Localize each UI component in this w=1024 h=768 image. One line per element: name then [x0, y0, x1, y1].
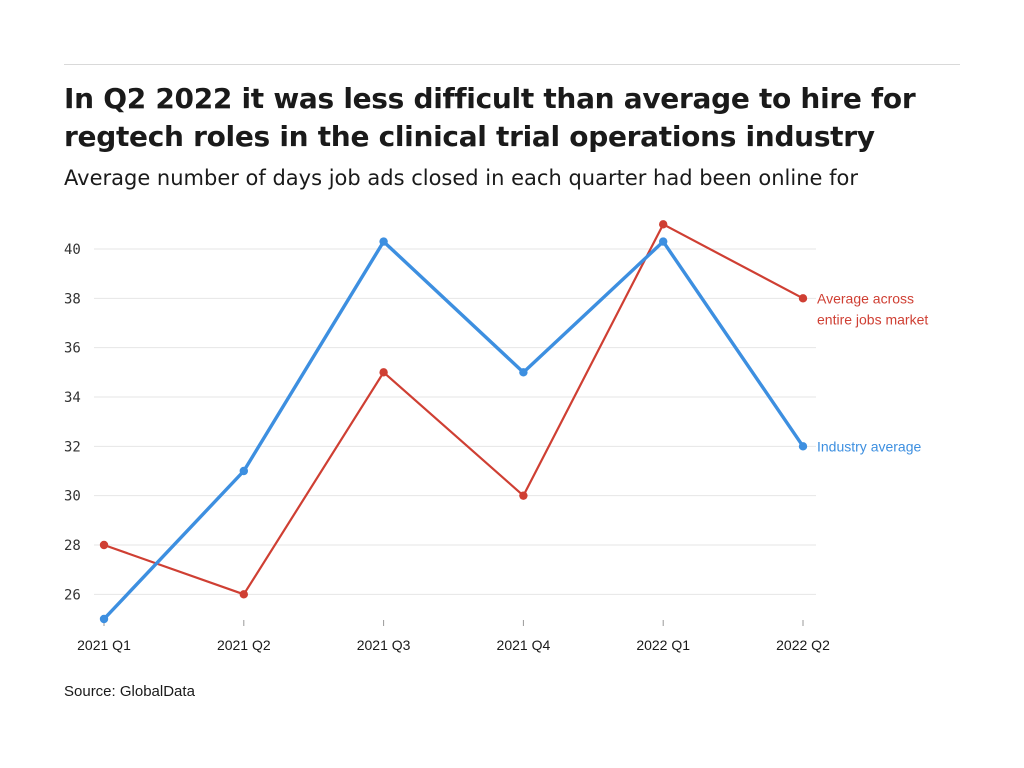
x-tick-label: 2021 Q1	[77, 637, 131, 653]
x-tick-label: 2021 Q2	[217, 637, 271, 653]
grid-layer	[94, 248, 816, 595]
label-layer: Average across entire jobs market Industry…	[817, 290, 928, 454]
data-point	[239, 590, 248, 599]
series-label: entire jobs market	[817, 311, 928, 327]
y-tick-label: 36	[64, 341, 81, 357]
data-point	[239, 466, 248, 476]
source-note: Source: GlobalData	[64, 683, 195, 700]
y-tick-label: 38	[64, 291, 81, 307]
data-point	[379, 368, 388, 377]
series-label: Industry average	[817, 438, 921, 454]
chart-subtitle: Average number of days job ads closed in…	[64, 166, 858, 190]
data-point	[99, 614, 109, 624]
data-point	[519, 368, 528, 377]
data-point	[798, 442, 808, 451]
y-tick-label: 40	[64, 242, 81, 258]
series-line	[103, 223, 804, 596]
y-tick-label: 26	[64, 587, 81, 603]
x-tick-label: 2022 Q1	[636, 637, 690, 653]
y-tick-label: 32	[64, 439, 81, 455]
data-point	[519, 491, 528, 500]
y-tick-label: 30	[64, 489, 81, 505]
series-label: Average across	[817, 290, 914, 306]
data-point	[99, 540, 109, 550]
series-layer	[99, 220, 808, 624]
series-line	[102, 239, 805, 621]
axis-layer: 26 28 30 32 34 36 38 40 2021 Q1 2021 Q2 2021 Q3 202…	[64, 242, 830, 653]
x-tick-label: 2022 Q2	[776, 637, 830, 653]
y-tick-label: 28	[64, 538, 81, 554]
chart-title: In Q2 2022 it was less difficult than av…	[64, 82, 916, 153]
top-rule	[64, 64, 960, 65]
data-point	[659, 220, 668, 229]
data-point	[659, 237, 668, 246]
x-tick-label: 2021 Q4	[497, 637, 551, 653]
x-tick-label: 2021 Q3	[357, 637, 411, 653]
data-point	[798, 294, 808, 303]
data-point	[379, 237, 388, 246]
y-tick-label: 34	[64, 390, 81, 406]
